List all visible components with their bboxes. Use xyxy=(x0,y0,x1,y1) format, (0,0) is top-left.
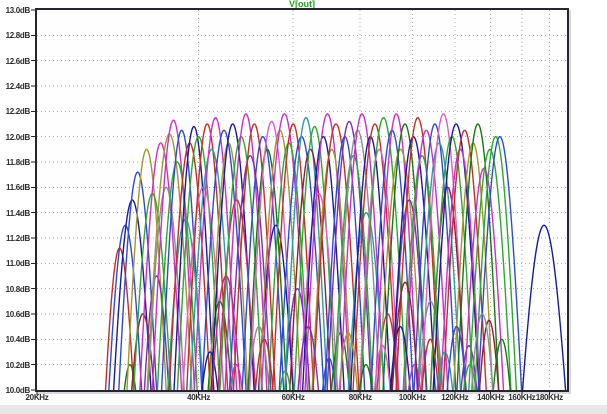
response-curve xyxy=(347,211,385,390)
response-curve xyxy=(289,148,332,390)
response-curve xyxy=(189,148,234,390)
response-curve xyxy=(436,351,454,390)
response-curve xyxy=(421,338,440,390)
x-axis-tick-label: 40KHz xyxy=(187,393,211,402)
response-curve xyxy=(456,123,500,390)
response-curve xyxy=(156,161,198,390)
y-axis-tick-label: 13.0dB xyxy=(5,6,31,15)
response-curve xyxy=(395,116,441,390)
response-curve xyxy=(123,363,137,390)
response-curve xyxy=(248,120,295,390)
response-curve xyxy=(470,313,494,390)
y-axis-tick-label: 12.6dB xyxy=(5,56,31,66)
response-curve xyxy=(413,123,457,390)
response-curve xyxy=(460,344,478,390)
x-axis-tick-label: 20KHz xyxy=(25,393,49,402)
response-curve xyxy=(478,319,500,390)
y-axis-tick-label: 10.8dB xyxy=(5,284,31,294)
response-curve xyxy=(186,123,229,390)
response-curve xyxy=(391,281,419,390)
x-axis-tick-label: 180KHz xyxy=(535,393,563,402)
response-curve xyxy=(143,275,170,390)
response-curve xyxy=(211,275,241,390)
response-curve xyxy=(373,344,391,390)
response-curve xyxy=(404,129,449,390)
response-curve xyxy=(299,192,339,390)
response-curve xyxy=(374,113,418,390)
response-curve xyxy=(468,148,512,390)
response-curve xyxy=(147,186,185,390)
response-curve xyxy=(279,370,292,390)
response-curve xyxy=(193,116,238,390)
x-axis-tick-label: 160KHz xyxy=(508,393,536,402)
response-curve xyxy=(311,148,353,390)
response-curve xyxy=(304,113,351,390)
response-curve xyxy=(201,351,219,390)
response-curve xyxy=(232,123,276,390)
response-curve xyxy=(338,332,359,390)
y-axis-tick-label: 12.8dB xyxy=(5,31,31,41)
y-axis-tick-label: 11.0dB xyxy=(6,259,30,269)
response-curve xyxy=(139,142,183,390)
response-curve xyxy=(358,148,400,390)
response-curve xyxy=(247,148,288,390)
response-curve xyxy=(108,224,143,390)
response-curve xyxy=(360,116,407,390)
response-curve xyxy=(321,357,337,390)
y-axis-tick-label: 11.8dB xyxy=(6,158,30,167)
y-axis-tick-label: 10.0dB xyxy=(5,386,31,395)
x-axis-tick-label: 140KHz xyxy=(477,393,505,402)
y-axis-tick-label: 10.6dB xyxy=(5,310,31,319)
response-curve xyxy=(407,363,422,390)
response-curve xyxy=(339,113,385,390)
response-curve xyxy=(284,116,328,390)
response-curve xyxy=(417,142,462,390)
y-axis-tick-label: 10.4dB xyxy=(5,335,31,345)
response-curve xyxy=(241,135,285,390)
response-curve xyxy=(167,218,204,390)
response-curve xyxy=(208,142,249,390)
response-curve xyxy=(260,113,309,390)
response-curve xyxy=(297,325,320,390)
response-curve xyxy=(382,123,428,390)
x-axis-tick-label: 100KHz xyxy=(398,393,426,402)
response-curve xyxy=(254,338,274,390)
response-curve xyxy=(201,129,247,390)
response-curve xyxy=(474,135,518,390)
y-axis-tick-label: 12.0dB xyxy=(5,132,31,142)
trace-name-label: V[out] xyxy=(289,0,315,9)
response-curve xyxy=(432,123,480,390)
y-axis-tick-label: 11.4dB xyxy=(6,208,30,218)
response-curve xyxy=(352,123,398,390)
response-curve xyxy=(440,148,481,390)
trace-group xyxy=(104,113,567,390)
response-curve xyxy=(390,135,436,390)
response-curve xyxy=(358,363,374,390)
response-curve xyxy=(402,154,442,390)
y-axis-tick-label: 11.6dB xyxy=(6,183,30,193)
response-curve xyxy=(312,123,360,390)
response-curve xyxy=(442,129,487,390)
response-curve xyxy=(378,148,423,390)
response-curve xyxy=(521,224,567,390)
y-axis-tick-label: 12.4dB xyxy=(5,82,31,91)
y-axis-tick-label: 10.2dB xyxy=(5,360,31,370)
x-axis-tick-label: 80KHz xyxy=(348,393,372,402)
response-curve xyxy=(229,363,243,390)
x-axis-tick-label: 60KHz xyxy=(281,393,305,402)
y-axis-tick-label: 11.2dB xyxy=(6,234,30,243)
response-curve xyxy=(477,135,523,390)
y-axis-tick-label: 12.2dB xyxy=(5,107,31,117)
response-curve xyxy=(173,125,215,390)
response-curve xyxy=(462,363,477,390)
window-bottom-edge xyxy=(0,405,607,414)
x-axis-tick-label: 120KHz xyxy=(441,393,469,402)
response-curve xyxy=(333,154,374,390)
response-curve xyxy=(446,325,467,390)
